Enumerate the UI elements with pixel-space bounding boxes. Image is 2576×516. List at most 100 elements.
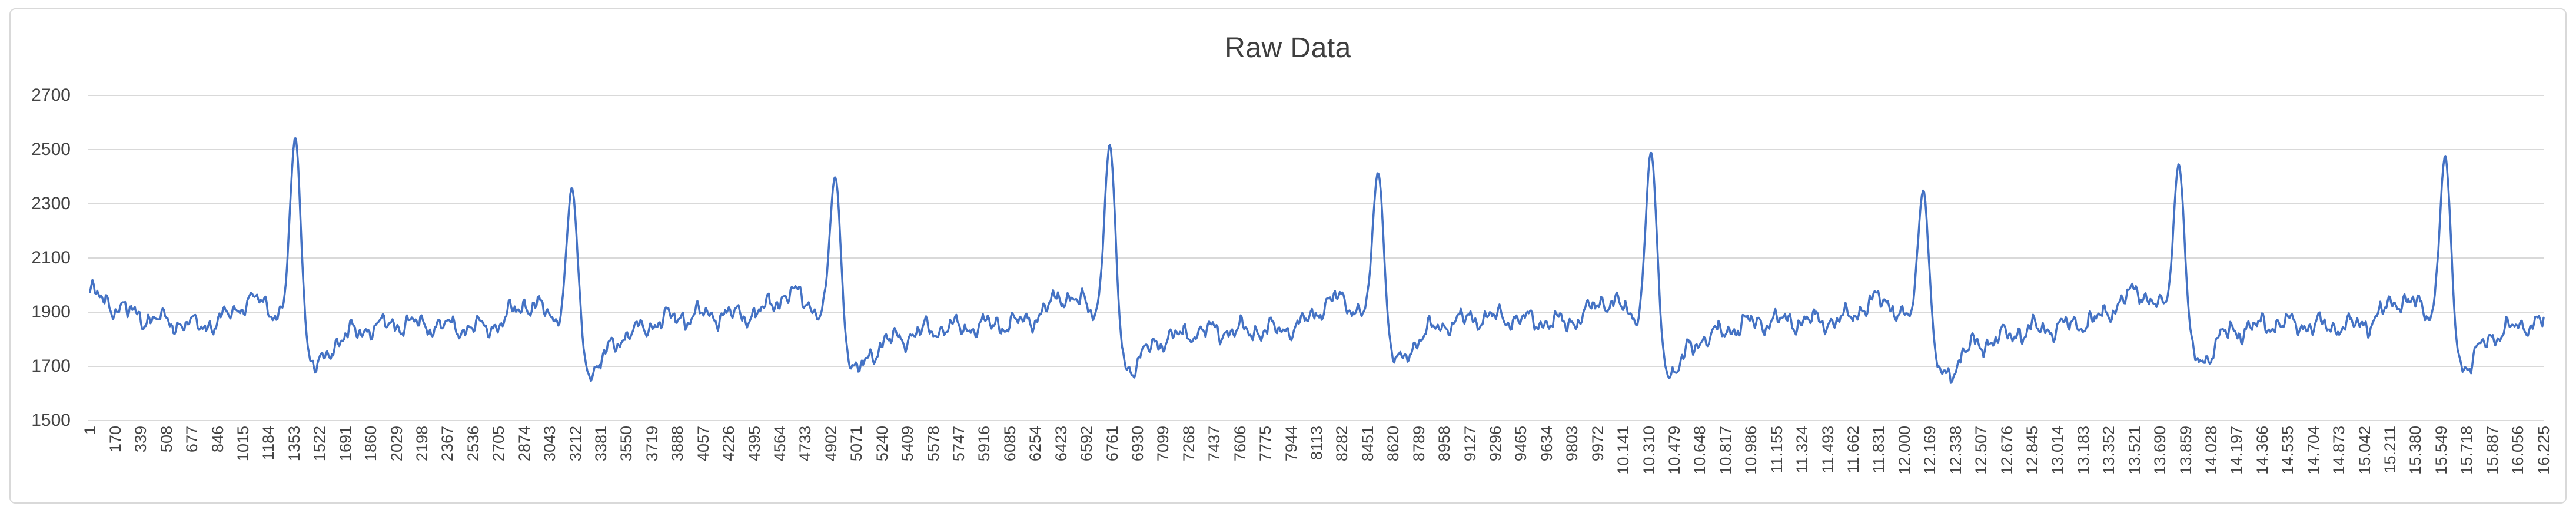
chart-title: Raw Data bbox=[1225, 32, 1351, 64]
x-axis-tick-label: 13.352 bbox=[2100, 426, 2118, 475]
x-axis-tick-label: 14.873 bbox=[2330, 426, 2348, 475]
x-axis-tick-label: 1522 bbox=[311, 426, 329, 462]
x-axis-tick-label: 15.549 bbox=[2432, 426, 2450, 475]
x-axis-tick-label: 846 bbox=[208, 426, 227, 453]
y-axis-tick-label: 1500 bbox=[31, 411, 71, 430]
x-axis-tick-label: 6761 bbox=[1103, 426, 1121, 462]
gridlines bbox=[88, 95, 2544, 421]
x-axis-tick-label: 5240 bbox=[873, 426, 891, 462]
x-axis-tick-label: 8958 bbox=[1435, 426, 1454, 462]
x-axis-tick-label: 14.028 bbox=[2202, 426, 2220, 475]
x-axis-tick-label: 15.042 bbox=[2355, 426, 2374, 475]
x-axis-tick-label: 3888 bbox=[669, 426, 687, 462]
y-axis-tick-label: 2100 bbox=[31, 248, 71, 267]
x-axis-tick-label: 7775 bbox=[1257, 426, 1275, 462]
x-axis-tick-label: 12.507 bbox=[1972, 426, 1990, 475]
x-axis-tick-label: 677 bbox=[183, 426, 201, 453]
x-axis-tick-label: 1184 bbox=[260, 426, 278, 461]
x-axis-tick-label: 9803 bbox=[1563, 426, 1581, 462]
x-axis-tick-label: 6423 bbox=[1052, 426, 1070, 462]
x-axis-tick-label: 3381 bbox=[592, 426, 610, 462]
x-axis-tick-label: 9465 bbox=[1512, 426, 1530, 462]
x-axis-tick-label: 7268 bbox=[1179, 426, 1198, 462]
x-axis-tick-label: 339 bbox=[132, 426, 150, 453]
x-axis-tick-label: 13.859 bbox=[2176, 426, 2195, 475]
x-axis-tick-label: 12.169 bbox=[1921, 426, 1939, 475]
x-axis-tick-label: 1691 bbox=[336, 426, 354, 462]
x-axis-tick-label: 12.338 bbox=[1946, 426, 1965, 475]
x-axis-tick-label: 5747 bbox=[950, 426, 968, 462]
x-axis-tick-label: 10.479 bbox=[1665, 426, 1683, 475]
x-axis-tick-label: 2198 bbox=[413, 426, 431, 462]
x-axis-tick-label: 15.718 bbox=[2458, 426, 2476, 475]
y-axis-tick-label: 2300 bbox=[31, 194, 71, 213]
x-axis-tick-label: 2367 bbox=[438, 426, 457, 462]
x-axis-tick-label: 7099 bbox=[1154, 426, 1172, 462]
x-axis-tick-label: 16.056 bbox=[2509, 426, 2527, 475]
x-axis-tick-label: 2029 bbox=[387, 426, 405, 462]
x-axis-tick-label: 12.676 bbox=[1997, 426, 2016, 475]
x-axis-tick-label: 4057 bbox=[694, 426, 712, 462]
x-axis-tick-label: 2874 bbox=[515, 426, 533, 462]
x-axis-tick-label: 10.141 bbox=[1614, 426, 1633, 475]
x-axis-tick-label: 1860 bbox=[362, 426, 380, 462]
x-axis-tick-label: 15.887 bbox=[2483, 426, 2501, 475]
y-axis-tick-label: 2700 bbox=[31, 85, 71, 105]
x-axis-tick-label: 15.380 bbox=[2407, 426, 2425, 475]
raw-data-series-line bbox=[89, 137, 2545, 384]
x-axis-tick-label: 14.535 bbox=[2279, 426, 2297, 475]
x-axis-tick-label: 8789 bbox=[1410, 426, 1428, 462]
x-axis-tick-label: 15.211 bbox=[2381, 426, 2399, 474]
x-axis-tick-label: 6085 bbox=[1001, 426, 1019, 462]
x-axis-tick-label: 3043 bbox=[541, 426, 559, 462]
x-axis-tick-label: 5916 bbox=[975, 426, 993, 462]
x-axis-tick-label: 3550 bbox=[617, 426, 636, 462]
x-axis-tick-label: 508 bbox=[157, 426, 175, 453]
x-axis-tick-label: 12.845 bbox=[2023, 426, 2041, 475]
x-axis-tick-label: 11.493 bbox=[1819, 426, 1837, 474]
x-axis-tick-label: 14.704 bbox=[2304, 426, 2322, 475]
x-axis-tick-label: 1015 bbox=[234, 426, 252, 462]
x-axis-tick-label: 11.324 bbox=[1793, 426, 1811, 474]
x-axis-tick-label: 12.000 bbox=[1895, 426, 1913, 475]
x-axis-tick-label: 5409 bbox=[899, 426, 917, 462]
x-axis-tick-label: 7944 bbox=[1282, 426, 1300, 462]
x-axis-tick-label: 8620 bbox=[1384, 426, 1402, 462]
x-axis-tick-label: 1353 bbox=[285, 426, 303, 462]
x-axis-tick-label: 6254 bbox=[1026, 426, 1045, 462]
x-axis-tick-label: 6930 bbox=[1129, 426, 1146, 462]
x-axis-tick-label: 16.225 bbox=[2534, 426, 2552, 475]
x-axis-tick-label: 170 bbox=[106, 426, 124, 453]
x-axis-tick-label: 3212 bbox=[566, 426, 584, 462]
x-axis-tick-label: 2536 bbox=[464, 426, 482, 462]
x-axis-tick-label: 4395 bbox=[745, 426, 763, 462]
x-axis-tick-label: 8282 bbox=[1333, 426, 1351, 462]
x-axis-tick-label: 13.183 bbox=[2074, 426, 2092, 475]
x-axis-tick-label: 5071 bbox=[847, 426, 866, 462]
x-axis-tick-label: 13.014 bbox=[2049, 426, 2067, 475]
x-axis-tick-label: 8113 bbox=[1308, 426, 1325, 461]
x-axis-tick-label: 9127 bbox=[1461, 426, 1479, 462]
x-axis-tick-label: 4733 bbox=[796, 426, 815, 462]
x-axis-tick-label: 13.690 bbox=[2151, 426, 2169, 475]
x-axis-tick-label: 4564 bbox=[771, 426, 789, 462]
x-axis-tick-label: 4902 bbox=[822, 426, 840, 462]
y-axis-tick-label: 2500 bbox=[31, 140, 71, 159]
y-axis-tick-label: 1900 bbox=[31, 302, 71, 322]
x-axis-tick-label: 11.831 bbox=[1870, 426, 1888, 474]
x-axis-tick-label: 11.662 bbox=[1844, 426, 1862, 474]
x-axis-tick-label: 4226 bbox=[720, 426, 738, 462]
x-axis-tick-label: 1 bbox=[81, 426, 99, 435]
x-axis-tick-label: 9296 bbox=[1486, 426, 1504, 462]
x-axis-tick-label: 13.521 bbox=[2125, 426, 2143, 475]
x-axis-tick-label: 9634 bbox=[1537, 426, 1555, 462]
x-axis-tick-label: 10.648 bbox=[1691, 426, 1709, 475]
x-axis-tick-label: 10.986 bbox=[1742, 426, 1760, 475]
x-axis-tick-label: 7437 bbox=[1205, 426, 1224, 462]
x-axis-tick-label: 11.155 bbox=[1767, 426, 1786, 474]
x-axis-tick-label: 14.197 bbox=[2228, 426, 2246, 475]
y-axis-tick-label: 1700 bbox=[31, 356, 71, 376]
x-axis-tick-label: 7606 bbox=[1231, 426, 1249, 462]
